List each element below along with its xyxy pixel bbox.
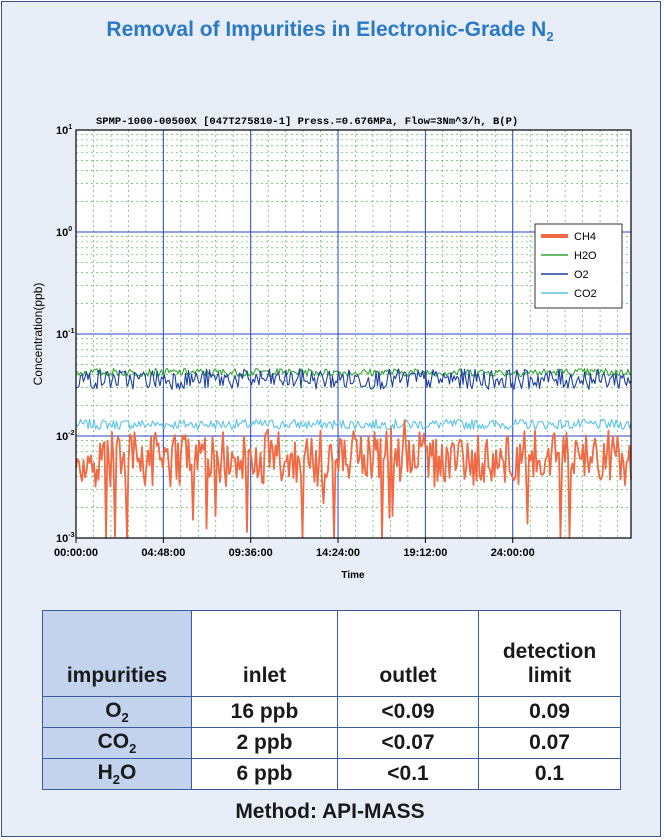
- x-tick-label: 19:12:00: [403, 547, 447, 559]
- outlet-cell: <0.09: [337, 696, 479, 728]
- x-tick-label: 14:24:00: [316, 547, 360, 559]
- x-axis-label: Time: [341, 570, 365, 581]
- y-tick-label: 10-3: [56, 532, 75, 545]
- series-line-o2: [75, 368, 632, 391]
- limit-cell: 0.07: [478, 727, 621, 759]
- y-tick-label: 100: [56, 226, 72, 239]
- outlet-cell: <0.07: [337, 727, 479, 759]
- legend-label: H2O: [574, 250, 597, 262]
- outlet-cell: <0.1: [337, 758, 479, 790]
- legend-label: CH4: [574, 231, 596, 243]
- y-tick-label: 101: [56, 124, 72, 137]
- series-line-ch4: [75, 419, 632, 539]
- y-tick-label: 10-2: [56, 430, 75, 443]
- legend-label: O2: [574, 269, 589, 281]
- header-outlet: outlet: [337, 610, 479, 697]
- x-tick-label: 09:36:00: [229, 547, 273, 559]
- y-tick-label: 10-1: [56, 328, 75, 341]
- x-tick-label: 04:48:00: [141, 547, 185, 559]
- inlet-cell: 16 ppb: [191, 696, 338, 728]
- inlet-cell: 6 ppb: [191, 758, 338, 790]
- chart: 10-3 10-2 10-1 100 101 00:00:00 04:48:00 09:36…: [31, 116, 632, 581]
- header-inlet: inlet: [191, 610, 338, 697]
- series-line-h2o: [75, 367, 632, 378]
- impurity-cell: O2: [42, 696, 192, 728]
- impurities-table: impurities inlet outlet detection limit O…: [42, 610, 621, 790]
- legend-label: CO2: [574, 288, 597, 300]
- table-header-row: impurities inlet outlet detection limit: [42, 610, 621, 697]
- x-tick-label: 24:00:00: [491, 547, 535, 559]
- chart-header: SPMP-1000-00500X [047T275810-1] Press.=0…: [96, 116, 518, 128]
- inlet-cell: 2 ppb: [191, 727, 338, 759]
- table-row: H2O 6 ppb <0.1 0.1: [42, 758, 621, 790]
- legend: CH4 H2O O2 CO2: [534, 223, 623, 309]
- impurity-cell: H2O: [42, 758, 192, 790]
- plot-border: [75, 129, 632, 539]
- header-impurities: impurities: [42, 610, 192, 697]
- method-note: Method: API-MASS: [235, 800, 425, 823]
- series-line-co2: [75, 418, 632, 431]
- y-axis-label: Concentration(ppb): [31, 283, 45, 386]
- x-tick-label: 00:00:00: [54, 547, 98, 559]
- limit-cell: 0.09: [478, 696, 621, 728]
- page-title: Removal of Impurities in Electronic-Grad…: [106, 18, 554, 45]
- header-detection-limit: detection limit: [478, 610, 621, 697]
- impurity-cell: CO2: [42, 727, 192, 759]
- limit-cell: 0.1: [478, 758, 621, 790]
- table-row: O2 16 ppb <0.09 0.09: [42, 696, 621, 728]
- table-row: CO2 2 ppb <0.07 0.07: [42, 727, 621, 759]
